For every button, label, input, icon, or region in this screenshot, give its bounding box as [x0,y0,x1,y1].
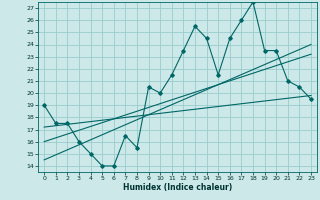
X-axis label: Humidex (Indice chaleur): Humidex (Indice chaleur) [123,183,232,192]
